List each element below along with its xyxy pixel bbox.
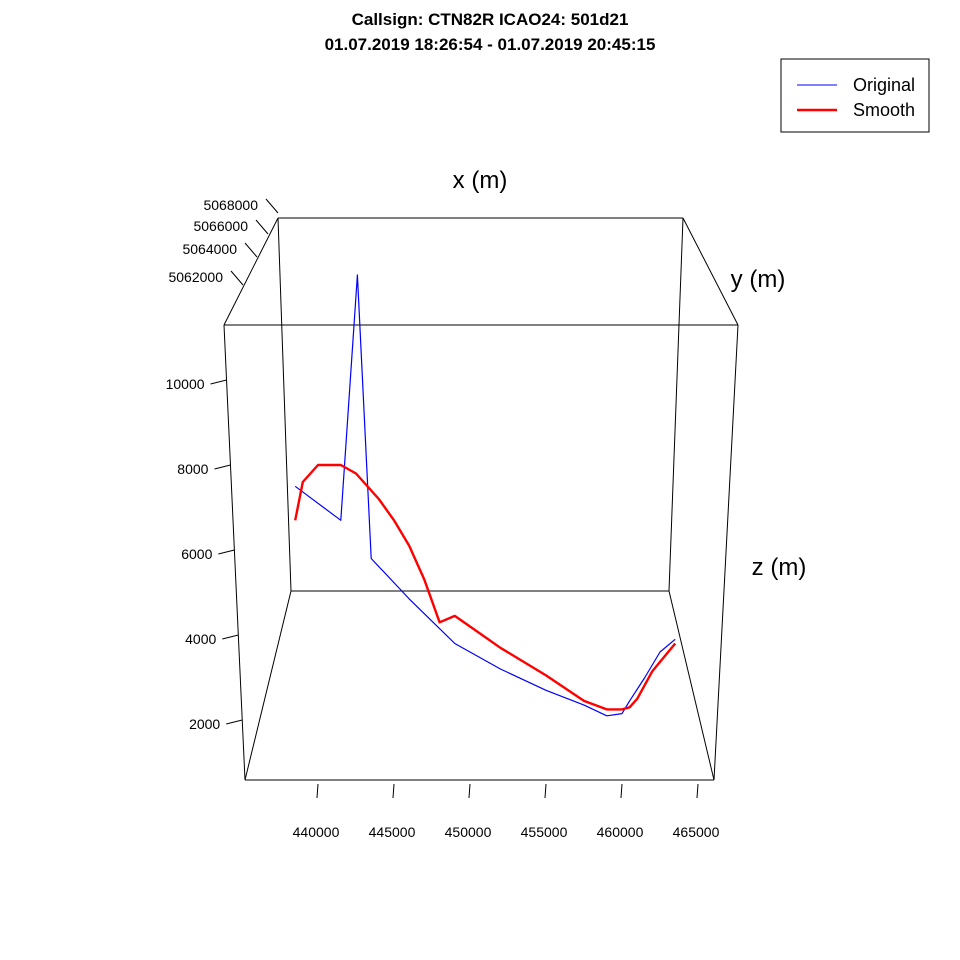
y-tick-mark	[244, 242, 258, 258]
x-tick-mark	[696, 783, 699, 799]
y-tick-label: 5064000	[182, 241, 237, 257]
box-edge-front-left	[223, 324, 246, 781]
series-line-original	[294, 274, 676, 717]
x-tick-mark	[316, 783, 319, 799]
z-axis-ticks: 2000 4000 6000 8000 10000	[166, 376, 243, 732]
z-tick-label: 8000	[177, 461, 208, 477]
box-edge-front-right	[713, 324, 739, 781]
chart-title-line-2: 01.07.2019 18:26:54 - 01.07.2019 20:45:1…	[325, 35, 656, 54]
z-tick-mark	[210, 379, 227, 385]
series-layer	[294, 274, 677, 717]
legend-label-smooth: Smooth	[853, 100, 915, 120]
z-tick-mark	[218, 549, 235, 555]
x-tick-label: 465000	[673, 824, 720, 840]
legend: Original Smooth	[780, 58, 930, 133]
plot-box	[223, 217, 739, 781]
box-edge-bottom-left-depth	[244, 590, 292, 781]
box-edge-bottom-right-depth	[668, 590, 715, 781]
series-line-smooth	[294, 463, 677, 711]
x-tick-mark	[392, 783, 395, 799]
z-tick-mark	[222, 634, 239, 640]
chart-title-line-1: Callsign: CTN82R ICAO24: 501d21	[352, 10, 629, 29]
z-tick-label: 2000	[189, 716, 220, 732]
y-tick-label: 5062000	[168, 269, 223, 285]
x-tick-mark	[620, 783, 623, 799]
box-edge-top-left-depth	[223, 217, 279, 326]
y-tick-mark	[265, 198, 279, 214]
box-edge-top-right-depth	[682, 217, 739, 326]
x-axis-label: x (m)	[453, 167, 508, 194]
y-axis-label: y (m)	[731, 266, 786, 293]
z-tick-label: 6000	[181, 546, 212, 562]
z-tick-label: 10000	[166, 376, 205, 392]
z-tick-mark	[214, 464, 231, 470]
z-tick-mark	[226, 719, 243, 725]
y-tick-mark	[230, 270, 244, 286]
x-tick-mark	[544, 783, 547, 799]
y-tick-label: 5066000	[193, 218, 248, 234]
box-edge-back-right	[668, 217, 684, 592]
z-axis-label: z (m)	[752, 554, 807, 581]
x-axis-ticks: 440000 445000 450000 455000 460000 465000	[293, 783, 720, 840]
x-tick-label: 450000	[445, 824, 492, 840]
y-axis-ticks: 5062000 5064000 5066000 5068000	[168, 197, 279, 286]
legend-label-original: Original	[853, 75, 915, 95]
y-tick-label: 5068000	[203, 197, 258, 213]
x-tick-label: 460000	[597, 824, 644, 840]
box-edge-back-left	[277, 217, 292, 592]
x-tick-label: 445000	[369, 824, 416, 840]
z-tick-label: 4000	[185, 631, 216, 647]
y-tick-mark	[255, 219, 269, 235]
x-tick-mark	[468, 783, 471, 799]
x-tick-label: 440000	[293, 824, 340, 840]
legend-box	[780, 58, 930, 133]
x-tick-label: 455000	[521, 824, 568, 840]
